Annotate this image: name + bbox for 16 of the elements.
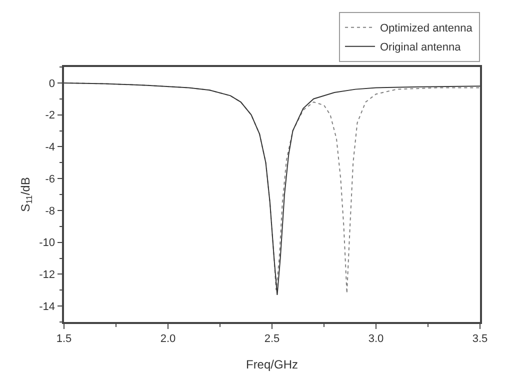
y-tick-label: -8 <box>45 205 56 218</box>
y-tick-label: -14 <box>39 300 56 313</box>
y-tick-label: 0 <box>48 78 56 90</box>
x-tick-label: 1.5 <box>56 332 72 345</box>
x-tick-label: 3.5 <box>472 332 488 345</box>
x-tick-label: 3.0 <box>368 332 384 345</box>
y-tick-label: -12 <box>39 269 56 282</box>
y-tick-label: -4 <box>45 142 56 154</box>
y-tick-label: -6 <box>45 173 56 186</box>
x-axis-title: Freq/GHz <box>246 358 298 372</box>
x-tick-label: 2.0 <box>160 332 176 345</box>
legend-label: Optimized antenna <box>380 22 474 35</box>
y-tick-label: -2 <box>45 110 56 122</box>
legend-label: Original antenna <box>380 42 462 54</box>
x-tick-label: 2.5 <box>264 332 280 345</box>
y-tick-label: -10 <box>39 237 56 250</box>
